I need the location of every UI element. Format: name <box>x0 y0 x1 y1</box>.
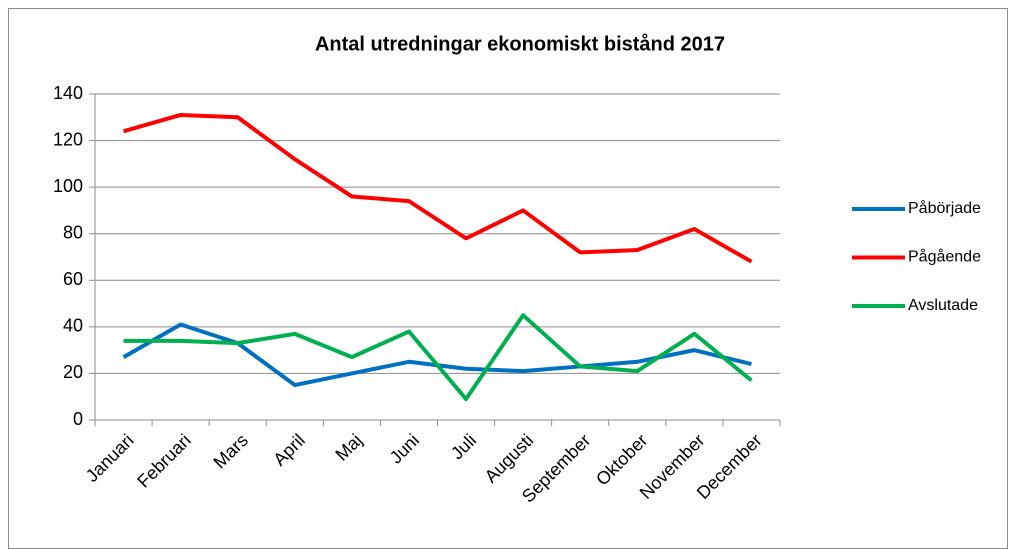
chart-title: Antal utredningar ekonomiskt bistånd 201… <box>315 32 725 55</box>
y-tick-label: 120 <box>53 129 83 149</box>
y-tick-label: 80 <box>63 222 83 242</box>
y-tick-label: 60 <box>63 269 83 289</box>
y-tick-label: 100 <box>53 176 83 196</box>
chart-frame <box>8 8 1008 549</box>
y-tick-label: 20 <box>63 362 83 382</box>
legend-label: Avslutade <box>908 297 978 314</box>
y-tick-label: 140 <box>53 83 83 103</box>
legend-label: Påbörjade <box>908 199 981 217</box>
y-tick-label: 0 <box>73 409 83 429</box>
series-line <box>123 313 753 402</box>
series-line <box>122 112 753 264</box>
legend-label: Pågående <box>908 248 981 266</box>
y-tick-label: 40 <box>63 316 83 336</box>
